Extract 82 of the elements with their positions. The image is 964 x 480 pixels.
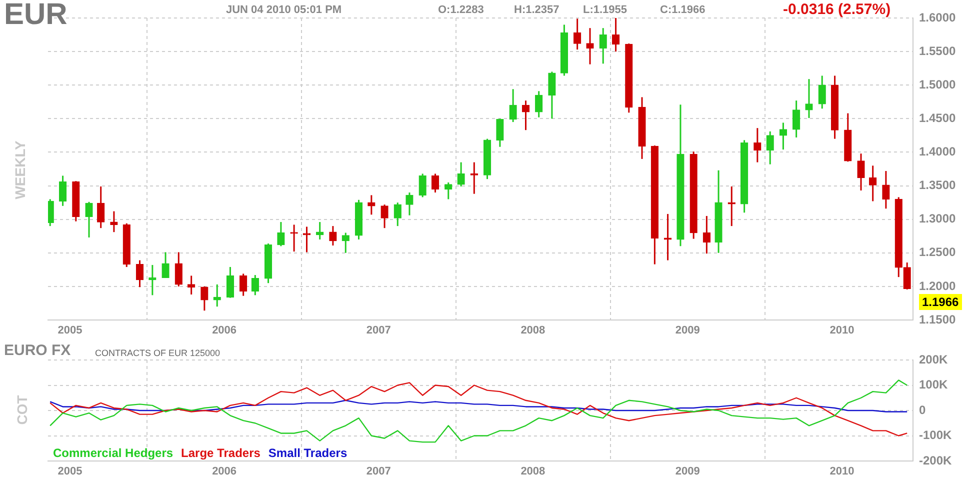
series-label: Commercial Hedgers [53,446,174,460]
y-tick-label: -100K [919,428,952,442]
y-tick-label: 1.2000 [919,278,956,293]
y-tick-label: 0 [919,402,926,417]
candlestick [457,162,465,188]
y-tick-label: 1.3000 [919,212,956,226]
candlestick [573,18,582,50]
candlestick [58,174,67,207]
candlestick [444,182,452,200]
candlestick [136,260,144,288]
candlestick [882,170,890,210]
candlestick [857,152,865,192]
candlestick [818,74,826,110]
candlestick [612,17,620,52]
candlestick [251,274,259,296]
candlestick [548,70,556,120]
candlestick [766,130,774,166]
y-tick-label: 1.5500 [919,44,956,58]
candlestick [239,272,248,297]
candlestick [406,192,414,216]
candlestick [535,90,543,118]
candlestick [394,202,402,227]
text: O:1.2283 [438,4,484,16]
candlestick [496,118,504,148]
y-tick-label: 1.4000 [919,144,956,159]
candlestick [187,274,196,296]
candlestick [779,122,788,150]
candlestick [754,127,762,164]
y-tick-label: 1.2500 [919,245,956,260]
candlestick [702,215,711,254]
candlestick [368,194,376,216]
candlestick [226,266,234,299]
annotation: 1.1966 [919,294,962,310]
x-tick-label: 2007 [366,466,391,478]
chart-title: EURO FX [4,342,71,359]
text: Large Traders [181,446,261,460]
y-tick-label: 1.3500 [919,178,956,192]
x-tick-label: 2009 [675,466,700,478]
candlestick [599,27,607,64]
candlestick [522,100,530,131]
candlestick [85,201,93,238]
candlestick [903,262,911,290]
annotation: -0.0316 (2.57%) [783,1,891,18]
candlestick [174,251,182,288]
x-tick-label: 2005 [58,466,82,478]
chart-subtitle: JUN 04 2010 05:01 PM [226,4,342,16]
candlestick [431,172,440,194]
y-tick-label: 1.6000 [919,10,956,24]
y-tick-label: 1.5000 [919,77,956,92]
candlestick [805,78,813,119]
x-tick-label: 2009 [675,324,700,337]
y-tick-label: 1.4500 [919,110,956,125]
x-tick-label: 2010 [830,466,854,478]
candlestick [200,286,208,312]
x-tick-label: 2007 [366,324,391,337]
candlestick [509,88,517,123]
text: Small Traders [268,446,348,460]
y-tick-label: 100K [919,378,948,392]
x-tick-label: 2010 [830,324,854,337]
chart-subtitle: CONTRACTS OF EUR 125000 [95,348,220,358]
text: H:1.2357 [514,4,560,16]
candlestick [290,224,298,252]
x-tick-label: 2006 [212,324,237,337]
candlestick [418,172,426,198]
y-tick-label: 1.1500 [919,312,956,326]
chart-title: EUR [4,0,68,32]
candlestick [792,100,800,138]
text: L:1.1955 [583,4,628,16]
text: C:1.1966 [660,4,706,16]
candlestick [97,186,105,229]
x-tick-label: 2005 [58,324,82,337]
x-tick-label: 2006 [212,466,237,478]
candlestick [342,232,350,254]
candlestick [869,164,877,202]
candlestick [110,210,118,233]
x-tick-label: 2008 [520,324,546,337]
candlestick [329,225,337,246]
y-tick-label: -200K [919,453,952,468]
candlestick [586,27,594,66]
candlestick [162,251,170,278]
x-tick-label: 2008 [520,466,546,478]
y-tick-label: 200K [919,352,948,366]
